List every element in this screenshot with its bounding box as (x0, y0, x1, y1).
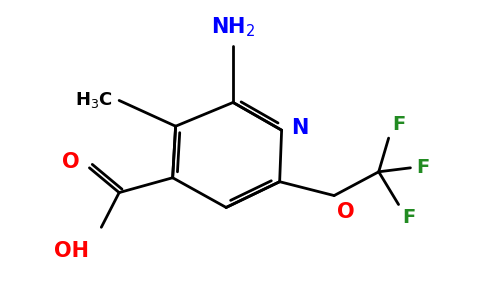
Text: O: O (62, 152, 79, 172)
Text: O: O (337, 202, 355, 221)
Text: F: F (416, 158, 430, 177)
Text: F: F (403, 208, 416, 227)
Text: OH: OH (54, 241, 90, 261)
Text: N: N (291, 118, 309, 138)
Text: F: F (393, 115, 406, 134)
Text: H$_3$C: H$_3$C (76, 91, 113, 110)
Text: NH$_2$: NH$_2$ (211, 15, 256, 39)
